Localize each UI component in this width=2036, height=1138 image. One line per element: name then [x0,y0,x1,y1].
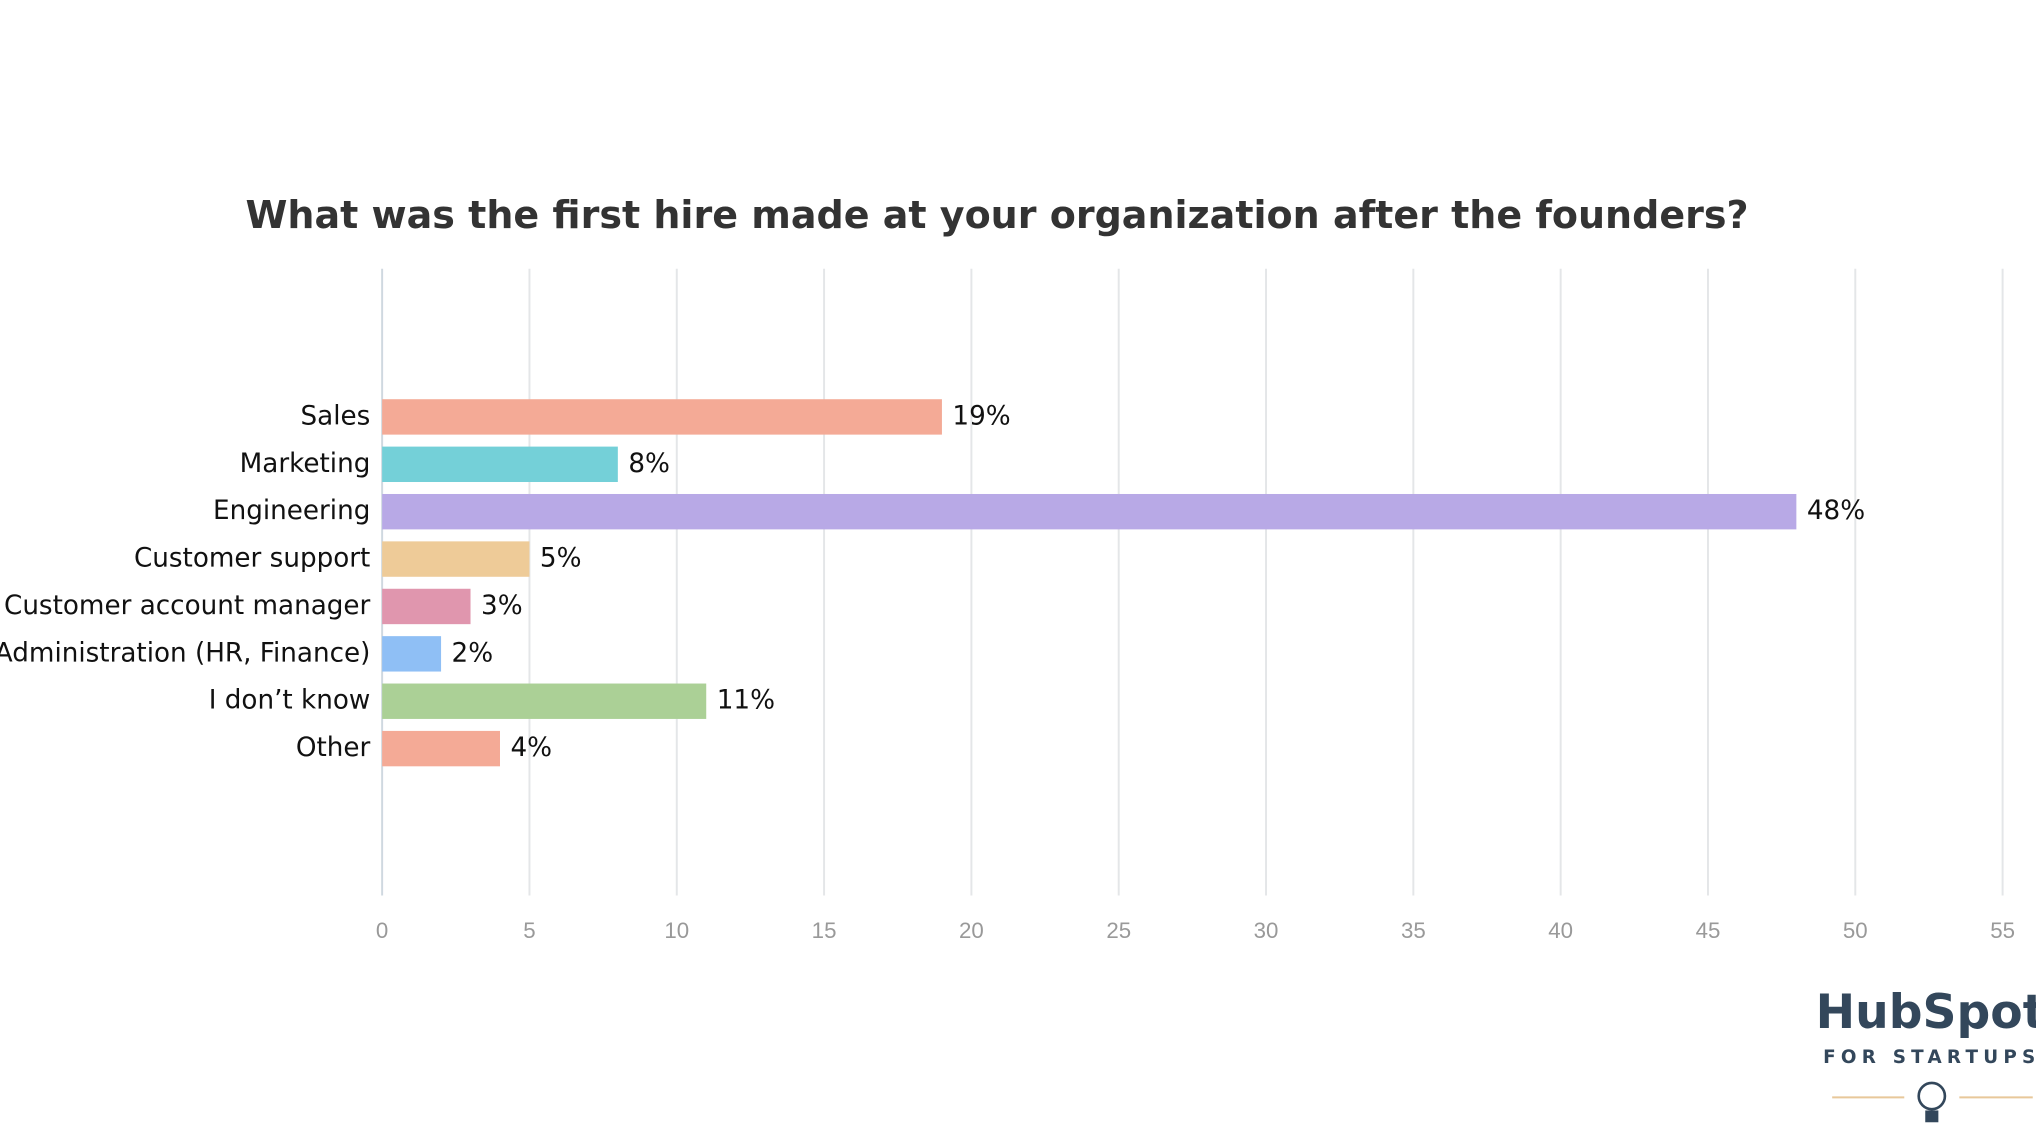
x-tick-label: 10 [664,918,689,943]
y-tick-label: Marketing [240,449,371,479]
data-label: 48% [1807,496,1865,526]
bar [382,730,500,767]
bar [382,446,618,483]
x-tick-label: 5 [523,918,535,943]
y-tick-label: Administration (HR, Finance) [0,638,370,668]
x-tick-label: 50 [1843,918,1868,943]
y-tick-label: Sales [301,401,371,431]
data-label: 19% [952,401,1010,431]
bar [382,588,471,625]
logo-tagline: FOR STARTUPS [1823,1047,2036,1068]
x-tick-label: 25 [1106,918,1131,943]
x-tick-label: 45 [1696,918,1721,943]
y-tick-label: Engineering [213,496,370,526]
bar [382,541,530,577]
data-label: 3% [481,591,523,621]
y-tick-label: Customer account manager [4,591,371,621]
logo-bulb-base [1925,1110,1939,1123]
logo: HubSpot FOR STARTUPS [1816,985,2036,1123]
bar [382,683,707,719]
x-tick-label: 35 [1401,918,1426,943]
data-label: 5% [540,544,582,574]
bar [382,399,942,435]
x-tick-label: 55 [1990,918,2015,943]
x-tick-label: 15 [812,918,837,943]
bar [382,493,1797,530]
data-label: 8% [628,449,670,479]
data-label: 11% [717,686,775,716]
logo-bulb [1917,1081,1947,1111]
x-tick-label: 0 [376,918,388,943]
x-tick-label: 20 [959,918,984,943]
y-tick-label: Other [296,733,371,763]
x-tick-label: 40 [1548,918,1573,943]
y-tick-label: I don’t know [209,686,371,716]
bar [382,636,442,672]
chart-title: What was the first hire made at your org… [245,193,1748,237]
x-tick-label: 30 [1254,918,1279,943]
data-label: 2% [452,638,494,668]
data-label: 4% [510,733,552,763]
y-tick-label: Customer support [134,544,370,574]
logo-name: HubSpot [1816,985,2036,1040]
